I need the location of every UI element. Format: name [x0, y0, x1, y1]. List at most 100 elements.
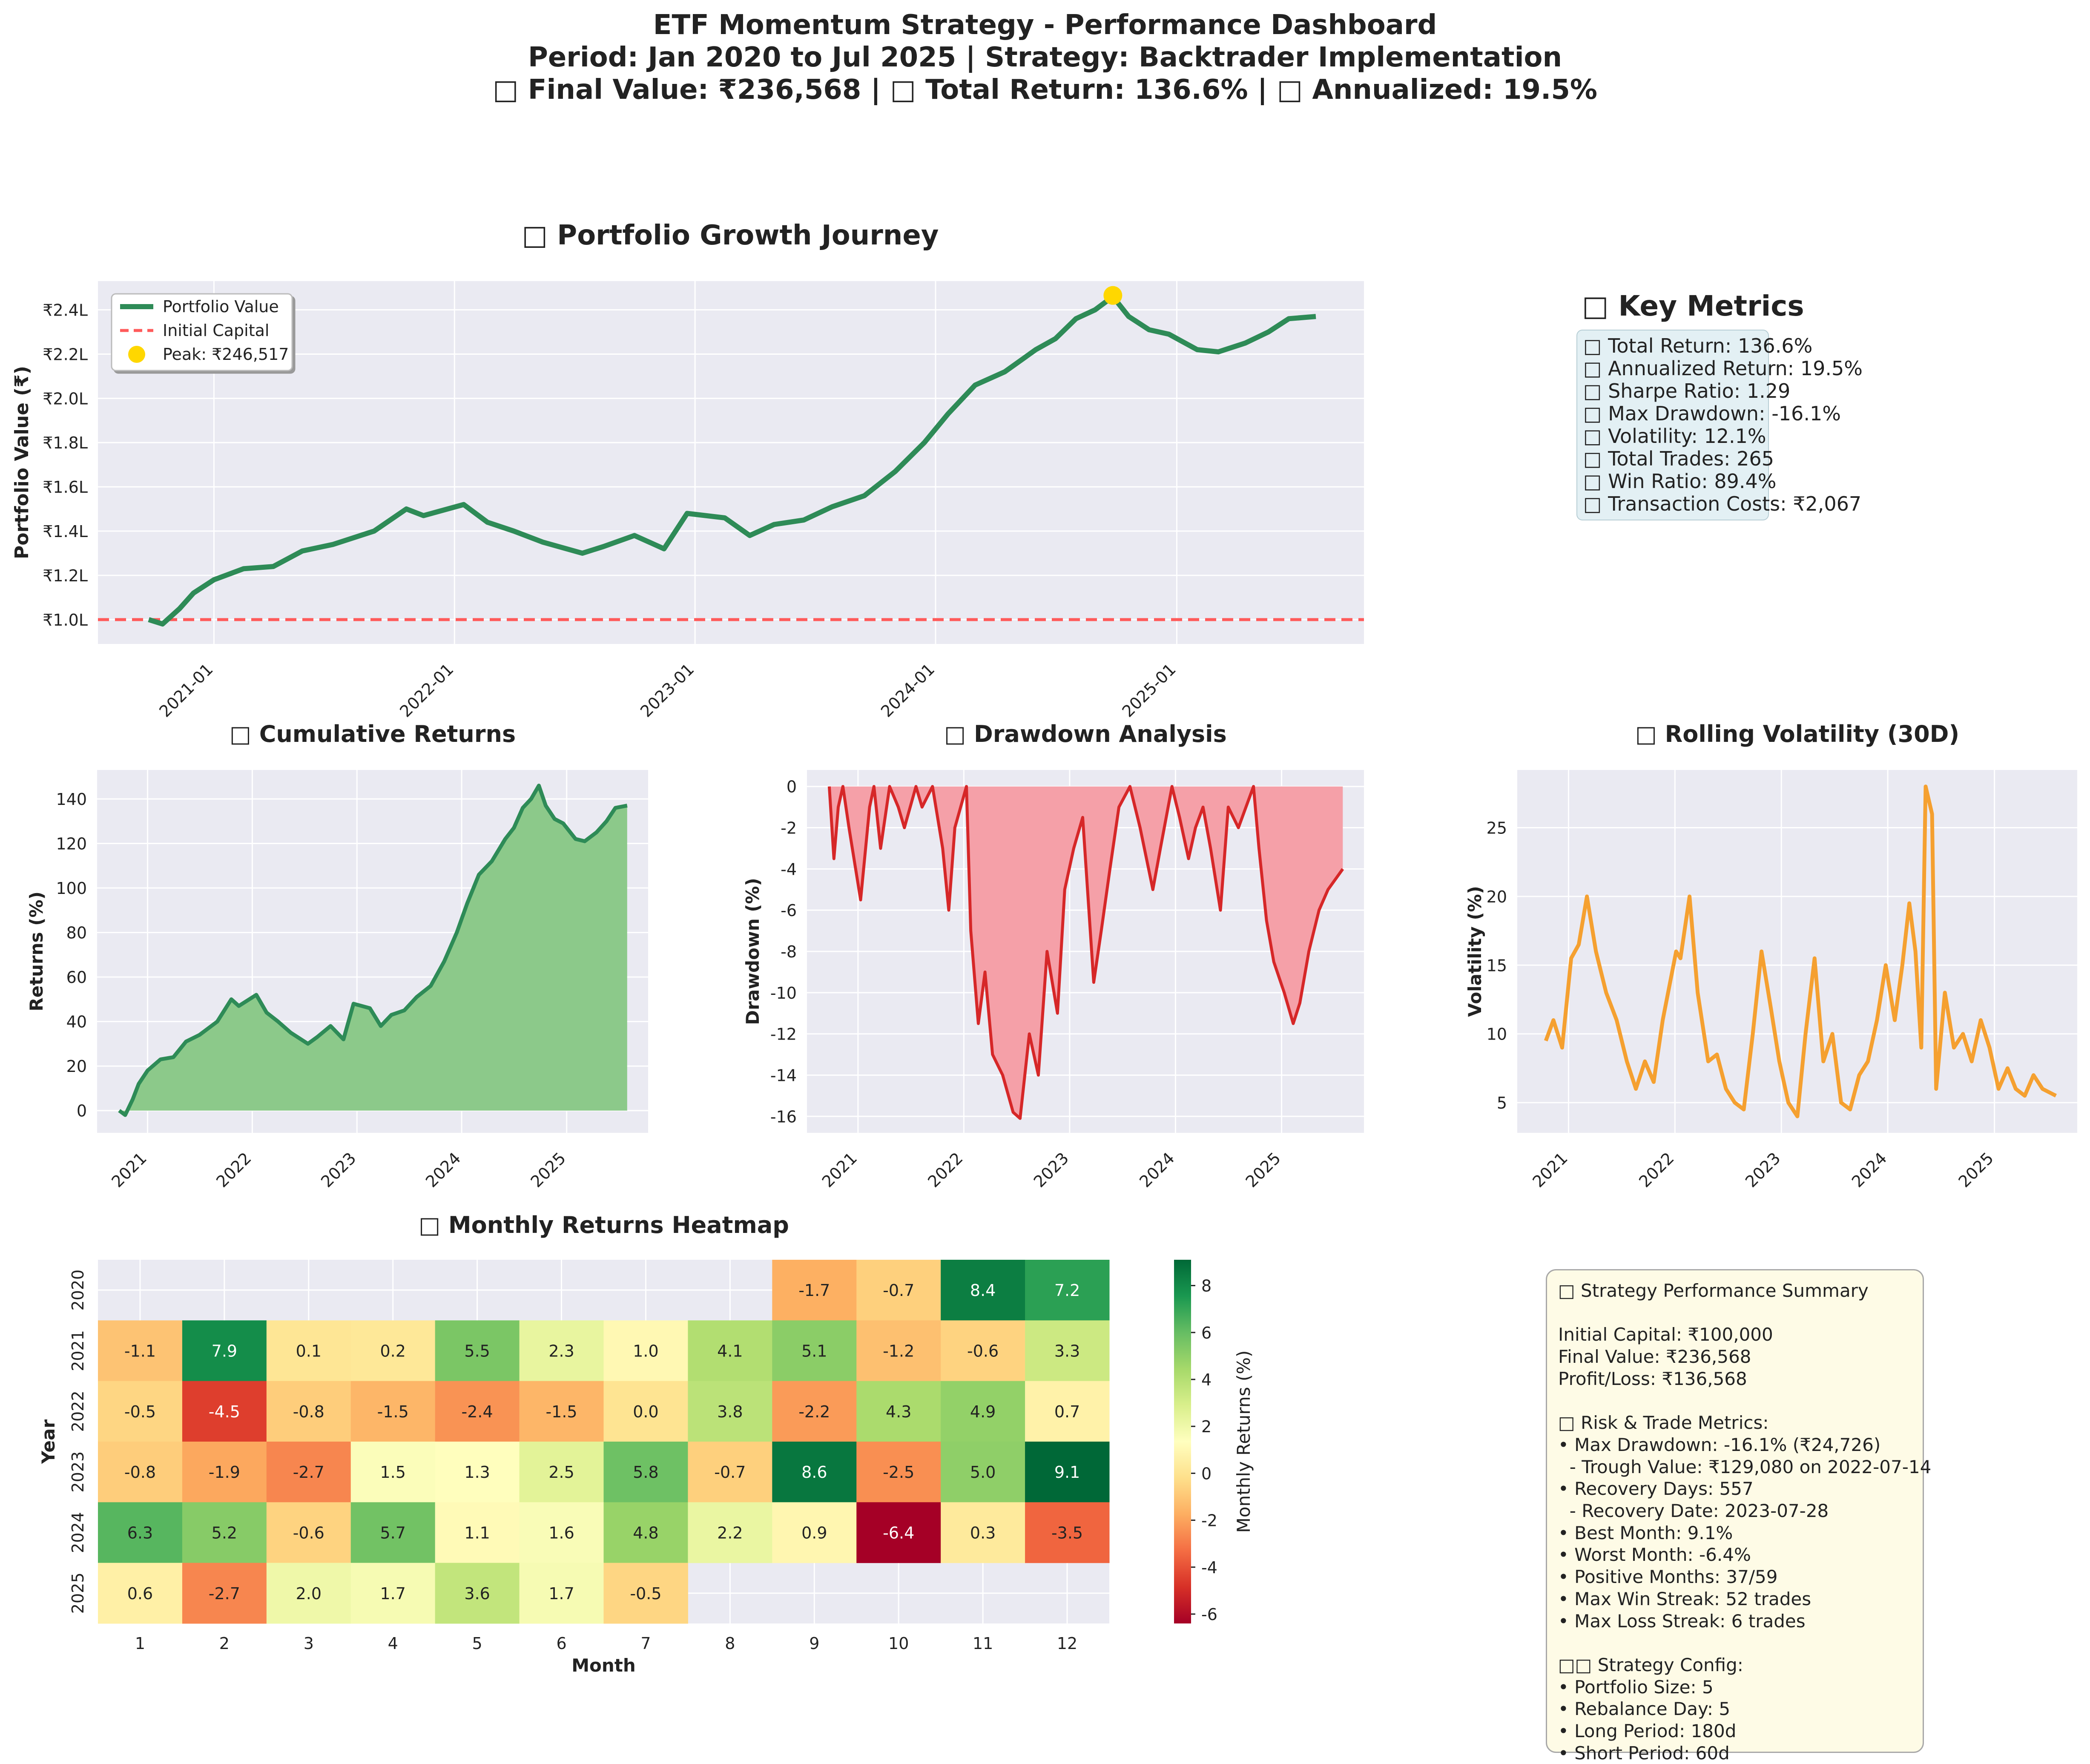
colorbar — [1174, 1260, 1191, 1623]
heatmap-cell-label: 4.9 — [970, 1402, 996, 1421]
y-tick-label: -10 — [770, 984, 797, 1003]
y-tick-label: -2 — [781, 819, 797, 838]
heatmap-cell-label: 3.3 — [1054, 1342, 1080, 1361]
cumulative-returns-title: □ Cumulative Returns — [230, 721, 516, 747]
heatmap-cell-label: -3.5 — [1051, 1524, 1083, 1543]
heatmap-cell — [603, 1502, 688, 1563]
volatility-title: □ Rolling Volatility (30D) — [1635, 721, 1959, 747]
heatmap-cell-label: 4.8 — [633, 1524, 658, 1543]
cumulative-returns-y-label: Returns (%) — [26, 891, 47, 1011]
heatmap-cell — [98, 1381, 183, 1442]
peak-marker — [1103, 286, 1123, 305]
heatmap-cell-label: 1.0 — [633, 1342, 658, 1361]
y-tick-label: 20 — [1487, 888, 1507, 906]
heatmap-cell — [856, 1381, 941, 1442]
x-tick-label: 2023 — [317, 1149, 360, 1191]
heatmap-cell-label: -4.5 — [209, 1402, 240, 1421]
y-tick-label: 20 — [66, 1057, 87, 1076]
y-tick-label: 0 — [77, 1102, 87, 1120]
heatmap-x-tick-label: 1 — [135, 1634, 145, 1653]
heatmap-cell-label: 1.6 — [548, 1524, 574, 1543]
summary-line: • Portfolio Size: 5 — [1558, 1676, 1714, 1698]
colorbar-tick-label: 4 — [1201, 1370, 1212, 1389]
summary-line: • Short Period: 60d — [1558, 1742, 1730, 1764]
heatmap-cell — [435, 1381, 520, 1442]
colorbar-tick-label: -4 — [1201, 1558, 1217, 1577]
heatmap-cell — [688, 1502, 772, 1563]
y-tick-label: ₹2.4L — [43, 301, 88, 320]
metric-max-drawdown: □ Max Drawdown: -16.1% — [1583, 402, 1841, 425]
heatmap-cell-label: 1.5 — [380, 1463, 405, 1482]
colorbar-tick-label: -2 — [1201, 1511, 1217, 1530]
heatmap-y-tick-label: 2023 — [69, 1451, 87, 1493]
legend-label-initial-capital: Initial Capital — [163, 321, 269, 340]
heatmap-cell — [98, 1502, 183, 1563]
heatmap-cell — [688, 1442, 772, 1503]
plot-area — [1517, 770, 2077, 1133]
x-tick-label: 2025 — [527, 1149, 570, 1191]
heatmap-cell-label: 0.3 — [970, 1524, 996, 1543]
heatmap-cell-label: 4.3 — [886, 1402, 911, 1421]
heatmap-x-label: Month — [571, 1655, 636, 1676]
heatmap-cell-label: -0.8 — [293, 1402, 324, 1421]
legend-swatch-peak — [128, 346, 145, 363]
heatmap-cell-label: 9.1 — [1054, 1463, 1080, 1482]
x-tick-label: 2021 — [818, 1149, 861, 1191]
suptitle-line-3: □ Final Value: ₹236,568 | □ Total Return… — [493, 74, 1597, 106]
x-tick-label: 2025-01 — [1118, 660, 1179, 721]
x-tick-label: 2023-01 — [637, 660, 698, 721]
heatmap-cell-label: -0.5 — [630, 1584, 661, 1603]
strategy-summary-box: □ Strategy Performance Summary Initial C… — [1546, 1269, 1931, 1764]
heatmap-x-tick-label: 8 — [725, 1634, 735, 1653]
heatmap-cell-label: -1.9 — [209, 1463, 240, 1482]
heatmap-cell-label: 7.2 — [1054, 1281, 1080, 1300]
metric-volatility: □ Volatility: 12.1% — [1583, 425, 1766, 448]
heatmap-cell — [519, 1502, 604, 1563]
heatmap-cell-label: -0.7 — [883, 1281, 914, 1300]
heatmap-cell — [1025, 1502, 1110, 1563]
heatmap-cell — [1025, 1320, 1110, 1382]
y-tick-label: ₹1.6L — [43, 478, 88, 497]
metric-win-ratio: □ Win Ratio: 89.4% — [1583, 470, 1777, 493]
heatmap-cell-label: 4.1 — [717, 1342, 743, 1361]
summary-line: • Worst Month: -6.4% — [1558, 1544, 1751, 1566]
heatmap-cell — [603, 1320, 688, 1382]
x-tick-label: 2023 — [1030, 1149, 1073, 1191]
metric-total-trades: □ Total Trades: 265 — [1583, 447, 1774, 470]
colorbar-tick-label: 6 — [1201, 1324, 1212, 1342]
x-tick-label: 2023 — [1742, 1149, 1784, 1191]
heatmap-x-tick-label: 11 — [973, 1634, 993, 1653]
heatmap-cell-label: -2.4 — [462, 1402, 493, 1421]
heatmap-cell — [98, 1442, 183, 1503]
heatmap-cell — [98, 1320, 183, 1382]
y-tick-label: 0 — [787, 778, 797, 796]
heatmap-cell — [688, 1381, 772, 1442]
heatmap-cell — [856, 1502, 941, 1563]
drawdown-title: □ Drawdown Analysis — [944, 721, 1227, 747]
heatmap-cell — [603, 1381, 688, 1442]
heatmap-cell-label: 5.1 — [801, 1342, 827, 1361]
summary-line: Initial Capital: ₹100,000 — [1558, 1324, 1773, 1345]
heatmap-cell-label: -1.5 — [377, 1402, 409, 1421]
summary-line: • Rebalance Day: 5 — [1558, 1698, 1731, 1720]
summary-line — [1558, 1390, 1912, 1412]
y-tick-label: -8 — [781, 942, 797, 961]
summary-line: • Positive Months: 37/59 — [1558, 1566, 1778, 1588]
heatmap-cell — [435, 1442, 520, 1503]
heatmap-cell — [266, 1381, 351, 1442]
heatmap-cell-label: -1.5 — [545, 1402, 577, 1421]
heatmap-x-tick-label: 3 — [304, 1634, 314, 1653]
heatmap-cell-label: 2.3 — [548, 1342, 574, 1361]
heatmap-cell-label: 5.8 — [633, 1463, 658, 1482]
heatmap-cell-label: -0.7 — [714, 1463, 746, 1482]
heatmap-cell-label: 8.4 — [970, 1281, 996, 1300]
heatmap-cell — [350, 1381, 436, 1442]
x-tick-label: 2021 — [108, 1149, 150, 1191]
y-tick-label: 5 — [1497, 1094, 1507, 1112]
cumulative-returns-area — [119, 785, 627, 1115]
heatmap-cell — [1025, 1260, 1110, 1321]
y-tick-label: 25 — [1487, 819, 1507, 838]
heatmap-cell-label: 3.6 — [464, 1584, 490, 1603]
heatmap-x-tick-label: 4 — [388, 1634, 398, 1653]
colorbar-label: Monthly Returns (%) — [1233, 1350, 1254, 1533]
